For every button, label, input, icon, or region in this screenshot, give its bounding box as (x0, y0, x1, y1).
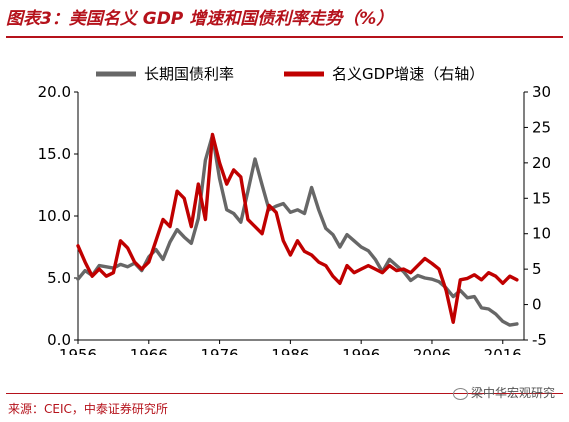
page-title: 图表3：美国名义 GDP 增速和国债利率走势（%） (6, 9, 394, 29)
source-note: 来源：CEIC，中泰证券研究所 (8, 402, 168, 416)
right-tick-label: 15 (532, 189, 551, 207)
watermark-text: 梁中华宏观研究 (470, 386, 555, 400)
left-tick-label: 20.0 (38, 83, 71, 101)
right-tick-label: 25 (532, 118, 551, 136)
right-tick-label: 20 (532, 154, 551, 172)
left-tick-label: 0.0 (47, 331, 71, 349)
right-tick-label: 10 (532, 225, 551, 243)
x-tick-label: 2006 (413, 346, 451, 355)
left-tick-label: 10.0 (38, 207, 71, 225)
nominal-gdp-line (76, 132, 519, 324)
dual-axis-line-chart: 0.0 5.0 10.0 15.0 20.0 -5 0 5 10 15 20 25 30 1956 1966… (38, 65, 552, 355)
x-tick-label: 1986 (271, 346, 309, 355)
treasury-yield-line (76, 133, 519, 327)
right-tick-label: 5 (532, 260, 542, 278)
x-tick-label: 2016 (484, 346, 522, 355)
watermark: 梁中华宏观研究 (452, 384, 555, 401)
legend-label: 长期国债利率 (144, 65, 234, 83)
title-divider (6, 36, 563, 38)
right-tick-label: 30 (532, 83, 551, 101)
left-tick-label: 15.0 (38, 145, 71, 163)
source-divider (6, 393, 563, 394)
right-tick-label: 0 (532, 296, 542, 314)
right-tick-label: -5 (532, 331, 547, 349)
x-tick-label: 1966 (130, 346, 168, 355)
left-tick-label: 5.0 (47, 269, 71, 287)
x-tick-label: 1976 (200, 346, 238, 355)
legend-label: 名义GDP增速（右轴） (332, 65, 484, 83)
x-tick-label: 1996 (342, 346, 380, 355)
wechat-icon (452, 387, 468, 400)
x-tick-label: 1956 (59, 346, 97, 355)
